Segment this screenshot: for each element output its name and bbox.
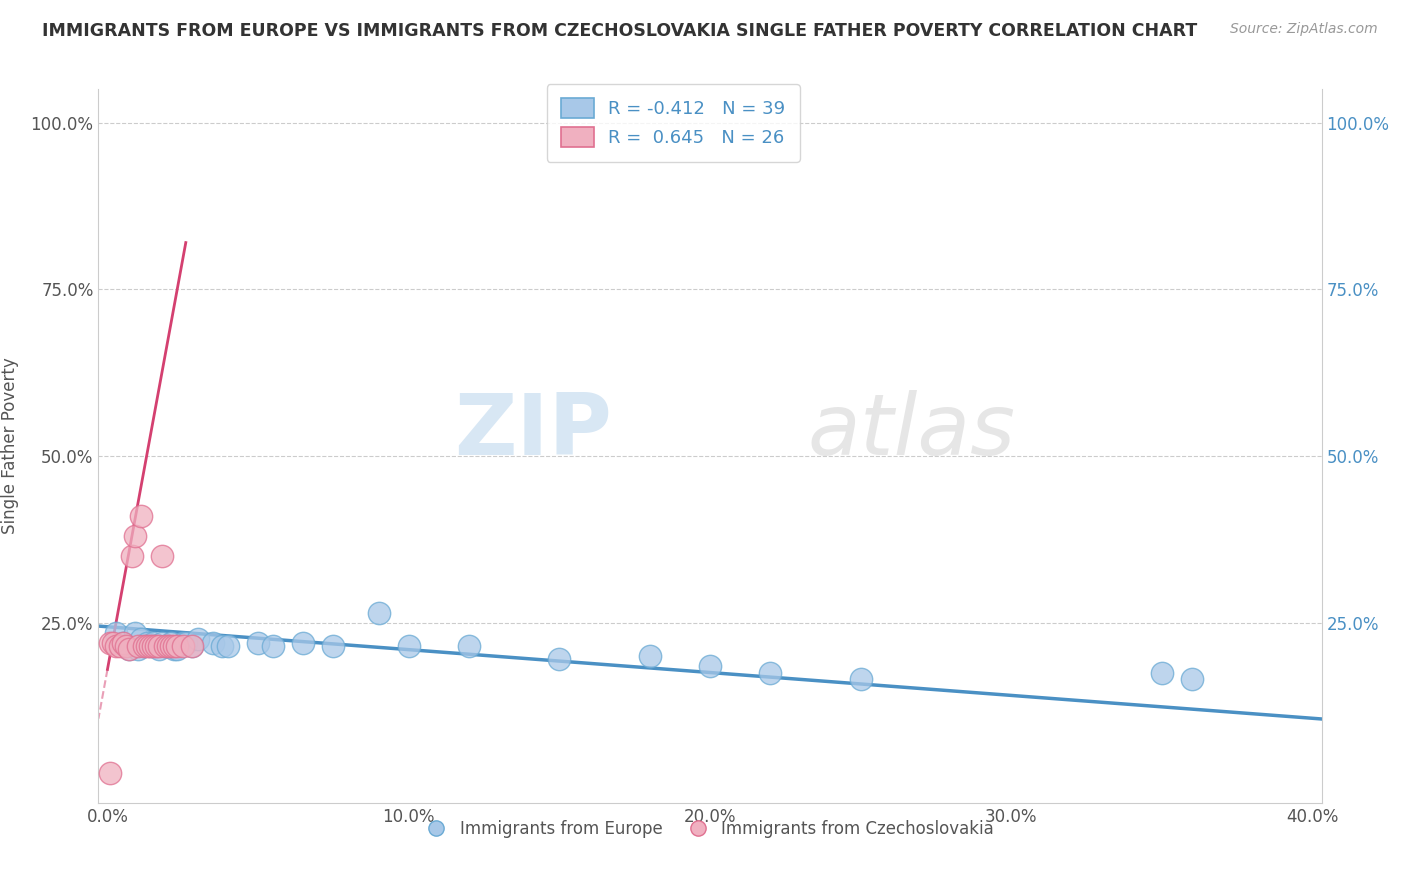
Point	[121, 549, 143, 563]
Point	[172, 639, 194, 653]
Point	[105, 625, 128, 640]
Point	[638, 649, 661, 664]
Text: Source: ZipAtlas.com: Source: ZipAtlas.com	[1230, 22, 1378, 37]
Point	[103, 636, 125, 650]
Point	[127, 642, 149, 657]
Point	[117, 642, 139, 657]
Point	[187, 632, 209, 647]
Point	[132, 639, 155, 653]
Point	[150, 549, 173, 563]
Text: atlas: atlas	[808, 390, 1017, 474]
Point	[292, 636, 315, 650]
Point	[114, 639, 136, 653]
Point	[129, 509, 152, 524]
Point	[367, 606, 389, 620]
Point	[111, 636, 134, 650]
Point	[124, 625, 146, 640]
Point	[135, 639, 157, 653]
Point	[124, 529, 146, 543]
Text: IMMIGRANTS FROM EUROPE VS IMMIGRANTS FROM CZECHOSLOVAKIA SINGLE FATHER POVERTY C: IMMIGRANTS FROM EUROPE VS IMMIGRANTS FRO…	[42, 22, 1198, 40]
Point	[142, 639, 165, 653]
Point	[548, 652, 571, 666]
Point	[166, 642, 188, 657]
Point	[398, 639, 420, 653]
Point	[180, 639, 202, 653]
Point	[138, 639, 160, 653]
Point	[247, 636, 270, 650]
Legend: Immigrants from Europe, Immigrants from Czechoslovakia: Immigrants from Europe, Immigrants from …	[420, 814, 1000, 845]
Point	[117, 642, 139, 657]
Point	[127, 639, 149, 653]
Point	[458, 639, 481, 653]
Point	[759, 665, 782, 680]
Text: ZIP: ZIP	[454, 390, 612, 474]
Point	[172, 636, 194, 650]
Point	[100, 765, 122, 780]
Point	[108, 639, 131, 653]
Point	[111, 636, 134, 650]
Point	[849, 673, 872, 687]
Point	[145, 639, 167, 653]
Y-axis label: Single Father Poverty: Single Father Poverty	[1, 358, 20, 534]
Point	[138, 639, 160, 653]
Point	[156, 639, 179, 653]
Point	[145, 639, 167, 653]
Point	[135, 636, 157, 650]
Point	[1181, 673, 1204, 687]
Point	[142, 636, 165, 650]
Point	[159, 636, 181, 650]
Point	[150, 636, 173, 650]
Point	[163, 642, 186, 657]
Point	[1150, 665, 1173, 680]
Point	[132, 639, 155, 653]
Point	[100, 636, 122, 650]
Point	[174, 636, 197, 650]
Point	[148, 642, 170, 657]
Point	[105, 639, 128, 653]
Point	[211, 639, 233, 653]
Point	[163, 639, 186, 653]
Point	[159, 639, 181, 653]
Point	[180, 639, 202, 653]
Point	[262, 639, 284, 653]
Point	[153, 639, 176, 653]
Point	[699, 659, 721, 673]
Point	[322, 639, 344, 653]
Point	[156, 639, 179, 653]
Point	[129, 632, 152, 647]
Point	[148, 639, 170, 653]
Point	[166, 639, 188, 653]
Point	[201, 636, 224, 650]
Point	[217, 639, 239, 653]
Point	[153, 639, 176, 653]
